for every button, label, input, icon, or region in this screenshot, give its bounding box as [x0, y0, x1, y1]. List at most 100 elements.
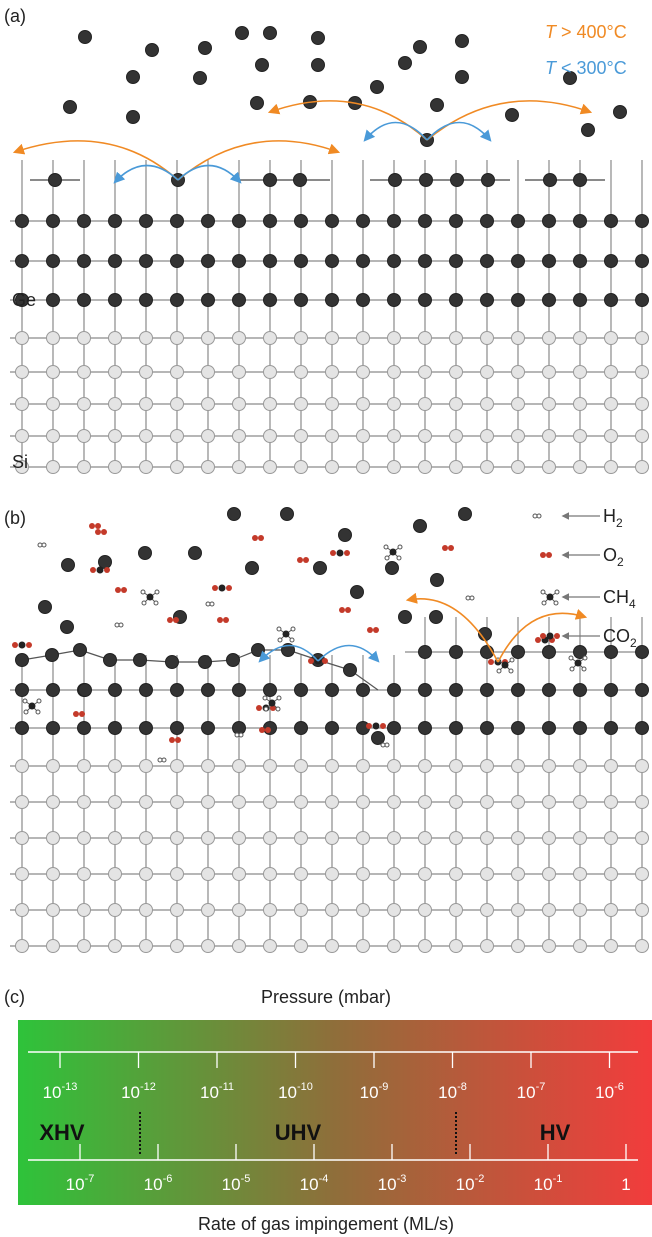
- si-atom: [512, 904, 525, 917]
- base: 10: [438, 1083, 457, 1102]
- ge-atom: [16, 215, 29, 228]
- si-atom: [140, 430, 153, 443]
- ge-atom: [326, 294, 339, 307]
- ge-atom: [357, 215, 370, 228]
- exponent: -1: [553, 1173, 563, 1185]
- h-atom: [466, 596, 470, 600]
- si-atom: [357, 832, 370, 845]
- si-atom: [450, 332, 463, 345]
- ge-atom: [140, 722, 153, 735]
- ge-atom: [294, 174, 307, 187]
- ge-atom: [456, 35, 469, 48]
- si-atom: [233, 832, 246, 845]
- h-atom: [537, 514, 541, 518]
- si-atom: [357, 940, 370, 953]
- base: 10: [121, 1083, 140, 1102]
- ge-atom: [543, 646, 556, 659]
- ge-atom: [171, 255, 184, 268]
- h-atom: [290, 638, 294, 642]
- c-atom: [575, 660, 582, 667]
- si-atom: [295, 332, 308, 345]
- si-atom: [574, 940, 587, 953]
- si-atom: [574, 832, 587, 845]
- ge-atom: [512, 684, 525, 697]
- si-atom: [543, 940, 556, 953]
- ge-atom: [47, 215, 60, 228]
- h-atom: [398, 545, 402, 549]
- si-atom: [481, 796, 494, 809]
- si-atom: [47, 430, 60, 443]
- si-atom: [140, 760, 153, 773]
- regime-label: HV: [540, 1120, 571, 1145]
- si-atom: [636, 332, 649, 345]
- si-atom: [78, 398, 91, 411]
- text: < 300°C: [556, 58, 627, 78]
- ge-atom: [171, 215, 184, 228]
- si-atom: [140, 796, 153, 809]
- ge-atom: [227, 654, 240, 667]
- si-atom: [450, 760, 463, 773]
- si-atom: [512, 430, 525, 443]
- si-atom: [171, 461, 184, 474]
- ge-atom: [39, 601, 52, 614]
- base: 10: [595, 1083, 614, 1102]
- si-atom: [605, 904, 618, 917]
- ge-atom: [78, 255, 91, 268]
- si-atom: [574, 868, 587, 881]
- o-atom: [546, 552, 552, 558]
- si-atom: [357, 904, 370, 917]
- exponent: -6: [163, 1173, 173, 1185]
- si-atom: [512, 332, 525, 345]
- ge-atom: [140, 215, 153, 228]
- si-atom: [109, 430, 122, 443]
- ge-atom: [166, 656, 179, 669]
- si-atom: [326, 430, 339, 443]
- si-atom: [388, 366, 401, 379]
- h-atom: [235, 733, 239, 737]
- base: 10: [534, 1175, 553, 1194]
- ge-atom: [636, 684, 649, 697]
- ge-atom: [264, 215, 277, 228]
- si-atom: [481, 398, 494, 411]
- subscript: 2: [630, 636, 637, 650]
- ge-atom: [481, 684, 494, 697]
- ge-atom: [430, 611, 443, 624]
- ge-atom: [47, 294, 60, 307]
- si-atom: [140, 904, 153, 917]
- si-atom: [47, 760, 60, 773]
- ge-atom: [140, 684, 153, 697]
- ge-atom: [295, 684, 308, 697]
- ge-atom: [189, 547, 202, 560]
- ge-atom: [326, 215, 339, 228]
- si-atom: [450, 868, 463, 881]
- exponent: -8: [457, 1081, 467, 1093]
- ge-atom: [251, 97, 264, 110]
- ge-atom: [16, 654, 29, 667]
- h-atom: [115, 623, 119, 627]
- si-atom: [481, 461, 494, 474]
- si-atom: [78, 832, 91, 845]
- ge-atom: [614, 106, 627, 119]
- c-atom: [547, 633, 554, 640]
- si-atom: [202, 832, 215, 845]
- si-atom: [295, 832, 308, 845]
- h-atom: [119, 623, 123, 627]
- si-atom: [543, 904, 556, 917]
- si-atom: [636, 796, 649, 809]
- h-atom: [497, 669, 501, 673]
- h-atom: [206, 602, 210, 606]
- h-atom: [38, 543, 42, 547]
- ge-atom: [450, 646, 463, 659]
- formula: CH: [603, 587, 629, 607]
- si-atom: [419, 904, 432, 917]
- si-atom: [295, 398, 308, 411]
- si-atom: [481, 366, 494, 379]
- ge-atom: [344, 664, 357, 677]
- o-atom: [303, 557, 309, 563]
- h-atom: [276, 707, 280, 711]
- o-atom: [79, 711, 85, 717]
- si-atom: [47, 904, 60, 917]
- exponent: -9: [379, 1081, 389, 1093]
- si-atom: [326, 796, 339, 809]
- si-atom: [574, 430, 587, 443]
